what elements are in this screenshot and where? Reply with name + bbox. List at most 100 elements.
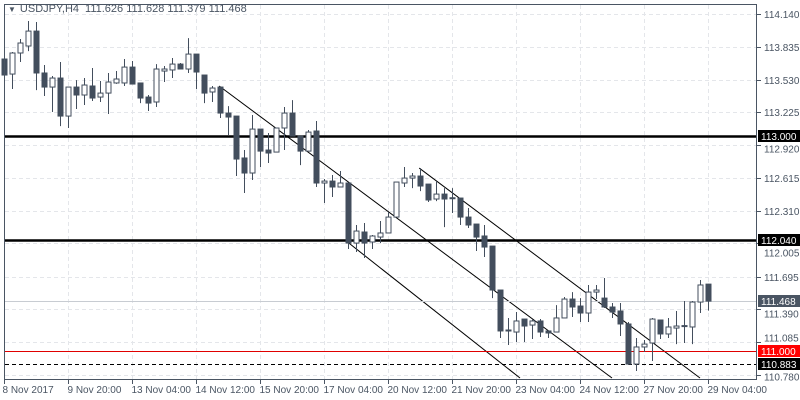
candle-body-bull bbox=[353, 230, 360, 244]
candle bbox=[345, 182, 352, 249]
candle-body-bear bbox=[201, 74, 208, 94]
candle-body-bear bbox=[601, 297, 608, 308]
candle-body-bear bbox=[537, 320, 544, 333]
candle bbox=[185, 38, 192, 73]
candle-body-bull bbox=[153, 68, 160, 103]
level-tag-bg bbox=[758, 345, 800, 357]
y-tick-label: 114.140 bbox=[764, 10, 800, 21]
candle-body-bear bbox=[193, 53, 200, 73]
y-tick-label: 113.225 bbox=[764, 108, 800, 119]
candle-body-bull bbox=[209, 87, 216, 93]
y-tick-label: 112.005 bbox=[764, 249, 800, 260]
candle-body-bear bbox=[177, 63, 184, 70]
candle-body-bear bbox=[617, 310, 624, 325]
candle bbox=[313, 121, 320, 187]
candle bbox=[689, 300, 696, 345]
candle bbox=[377, 221, 384, 244]
candle-body-bear bbox=[145, 96, 152, 104]
candle bbox=[217, 86, 224, 119]
y-tick-label: 111.085 bbox=[764, 334, 799, 345]
candle-body-bear bbox=[137, 82, 144, 99]
candle bbox=[673, 310, 680, 345]
candle bbox=[73, 80, 80, 109]
candle-body-bull bbox=[377, 232, 384, 238]
candle bbox=[281, 107, 288, 151]
candle bbox=[625, 322, 632, 366]
candle bbox=[497, 289, 504, 339]
candle bbox=[25, 20, 32, 52]
candle-body-bull bbox=[337, 182, 344, 188]
candle bbox=[433, 181, 440, 202]
candle-body-bear bbox=[625, 323, 632, 365]
x-tick-label: 8 Nov 2017 bbox=[3, 385, 55, 396]
candle bbox=[65, 86, 72, 129]
x-tick-label: 24 Nov 12:00 bbox=[580, 385, 640, 396]
candle bbox=[233, 115, 240, 177]
candle-body-bear bbox=[33, 30, 40, 74]
candle-body-bull bbox=[385, 216, 392, 234]
price-tags: 113.000 112.040 111.000 110.883 111.468 bbox=[758, 130, 800, 371]
candle-body-bear bbox=[457, 197, 464, 218]
candle-body-bull bbox=[585, 291, 592, 314]
candle bbox=[505, 317, 512, 346]
candle-body-bull bbox=[529, 320, 536, 326]
y-tick-label: 112.920 bbox=[764, 145, 800, 156]
x-tick-label: 20 Nov 12:00 bbox=[388, 385, 448, 396]
candle bbox=[641, 339, 648, 353]
candle-body-bear bbox=[225, 112, 232, 118]
candle-body-bull bbox=[369, 235, 376, 243]
candle-body-bear bbox=[657, 319, 664, 335]
price-axis[interactable]: 114.140 113.835 113.530 113.225 112.920 112.6… bbox=[757, 10, 800, 384]
candle-body-bear bbox=[505, 329, 512, 332]
candle-body-bull bbox=[673, 325, 680, 329]
time-axis[interactable]: 8 Nov 2017 9 Nov 20:00 13 Nov 04:00 14 Nov … bbox=[3, 379, 768, 396]
candle-body-bull bbox=[433, 193, 440, 200]
candle-body-bear bbox=[57, 77, 64, 117]
candle bbox=[145, 95, 152, 112]
level-tag-bg bbox=[758, 358, 800, 370]
candle-body-bull bbox=[641, 343, 648, 348]
x-tick-label: 29 Nov 04:00 bbox=[708, 385, 768, 396]
candle-body-bear bbox=[417, 175, 424, 187]
candle bbox=[129, 61, 136, 85]
candle-body-bull bbox=[513, 320, 520, 333]
candle-body-bear bbox=[289, 112, 296, 137]
candle bbox=[49, 75, 56, 112]
candle bbox=[97, 81, 104, 102]
triangle-down-icon[interactable]: ▼ bbox=[8, 5, 16, 14]
candle bbox=[449, 188, 456, 213]
candle bbox=[545, 330, 552, 339]
ohlc-values: 111.626 111.628 111.379 111.468 bbox=[85, 3, 247, 15]
candle-body-bear bbox=[497, 289, 504, 332]
candle-body-bear bbox=[705, 283, 712, 302]
candle-body-bear bbox=[545, 330, 552, 334]
y-tick-label: 111.695 bbox=[764, 273, 799, 284]
candle-body-bear bbox=[489, 245, 496, 291]
candle bbox=[521, 318, 528, 343]
candle bbox=[465, 208, 472, 229]
y-tick-label: 112.310 bbox=[764, 207, 800, 218]
y-tick-label: 113.530 bbox=[764, 76, 800, 87]
candle bbox=[89, 68, 96, 102]
candle-body-bear bbox=[89, 85, 96, 99]
candle bbox=[609, 303, 616, 318]
candle bbox=[193, 53, 200, 89]
candle bbox=[577, 298, 584, 323]
candle-body-bear bbox=[361, 231, 368, 244]
candle-body-bear bbox=[481, 235, 488, 248]
level-tag: 112.040 bbox=[761, 236, 797, 247]
chart-header: ▼ USDJPY,H4 111.626 111.628 111.379 111.46… bbox=[8, 3, 247, 15]
candle bbox=[289, 100, 296, 137]
candle-body-bull bbox=[649, 318, 656, 344]
x-tick-label: 23 Nov 04:00 bbox=[516, 385, 576, 396]
y-tick-label: 113.835 bbox=[764, 43, 800, 54]
candle bbox=[561, 297, 568, 319]
candle bbox=[473, 223, 480, 252]
candle bbox=[369, 235, 376, 249]
candle bbox=[257, 128, 264, 168]
candle-body-bear bbox=[257, 128, 264, 152]
candle bbox=[17, 39, 24, 63]
candle bbox=[409, 173, 416, 189]
level-tag: 113.000 bbox=[761, 132, 797, 143]
